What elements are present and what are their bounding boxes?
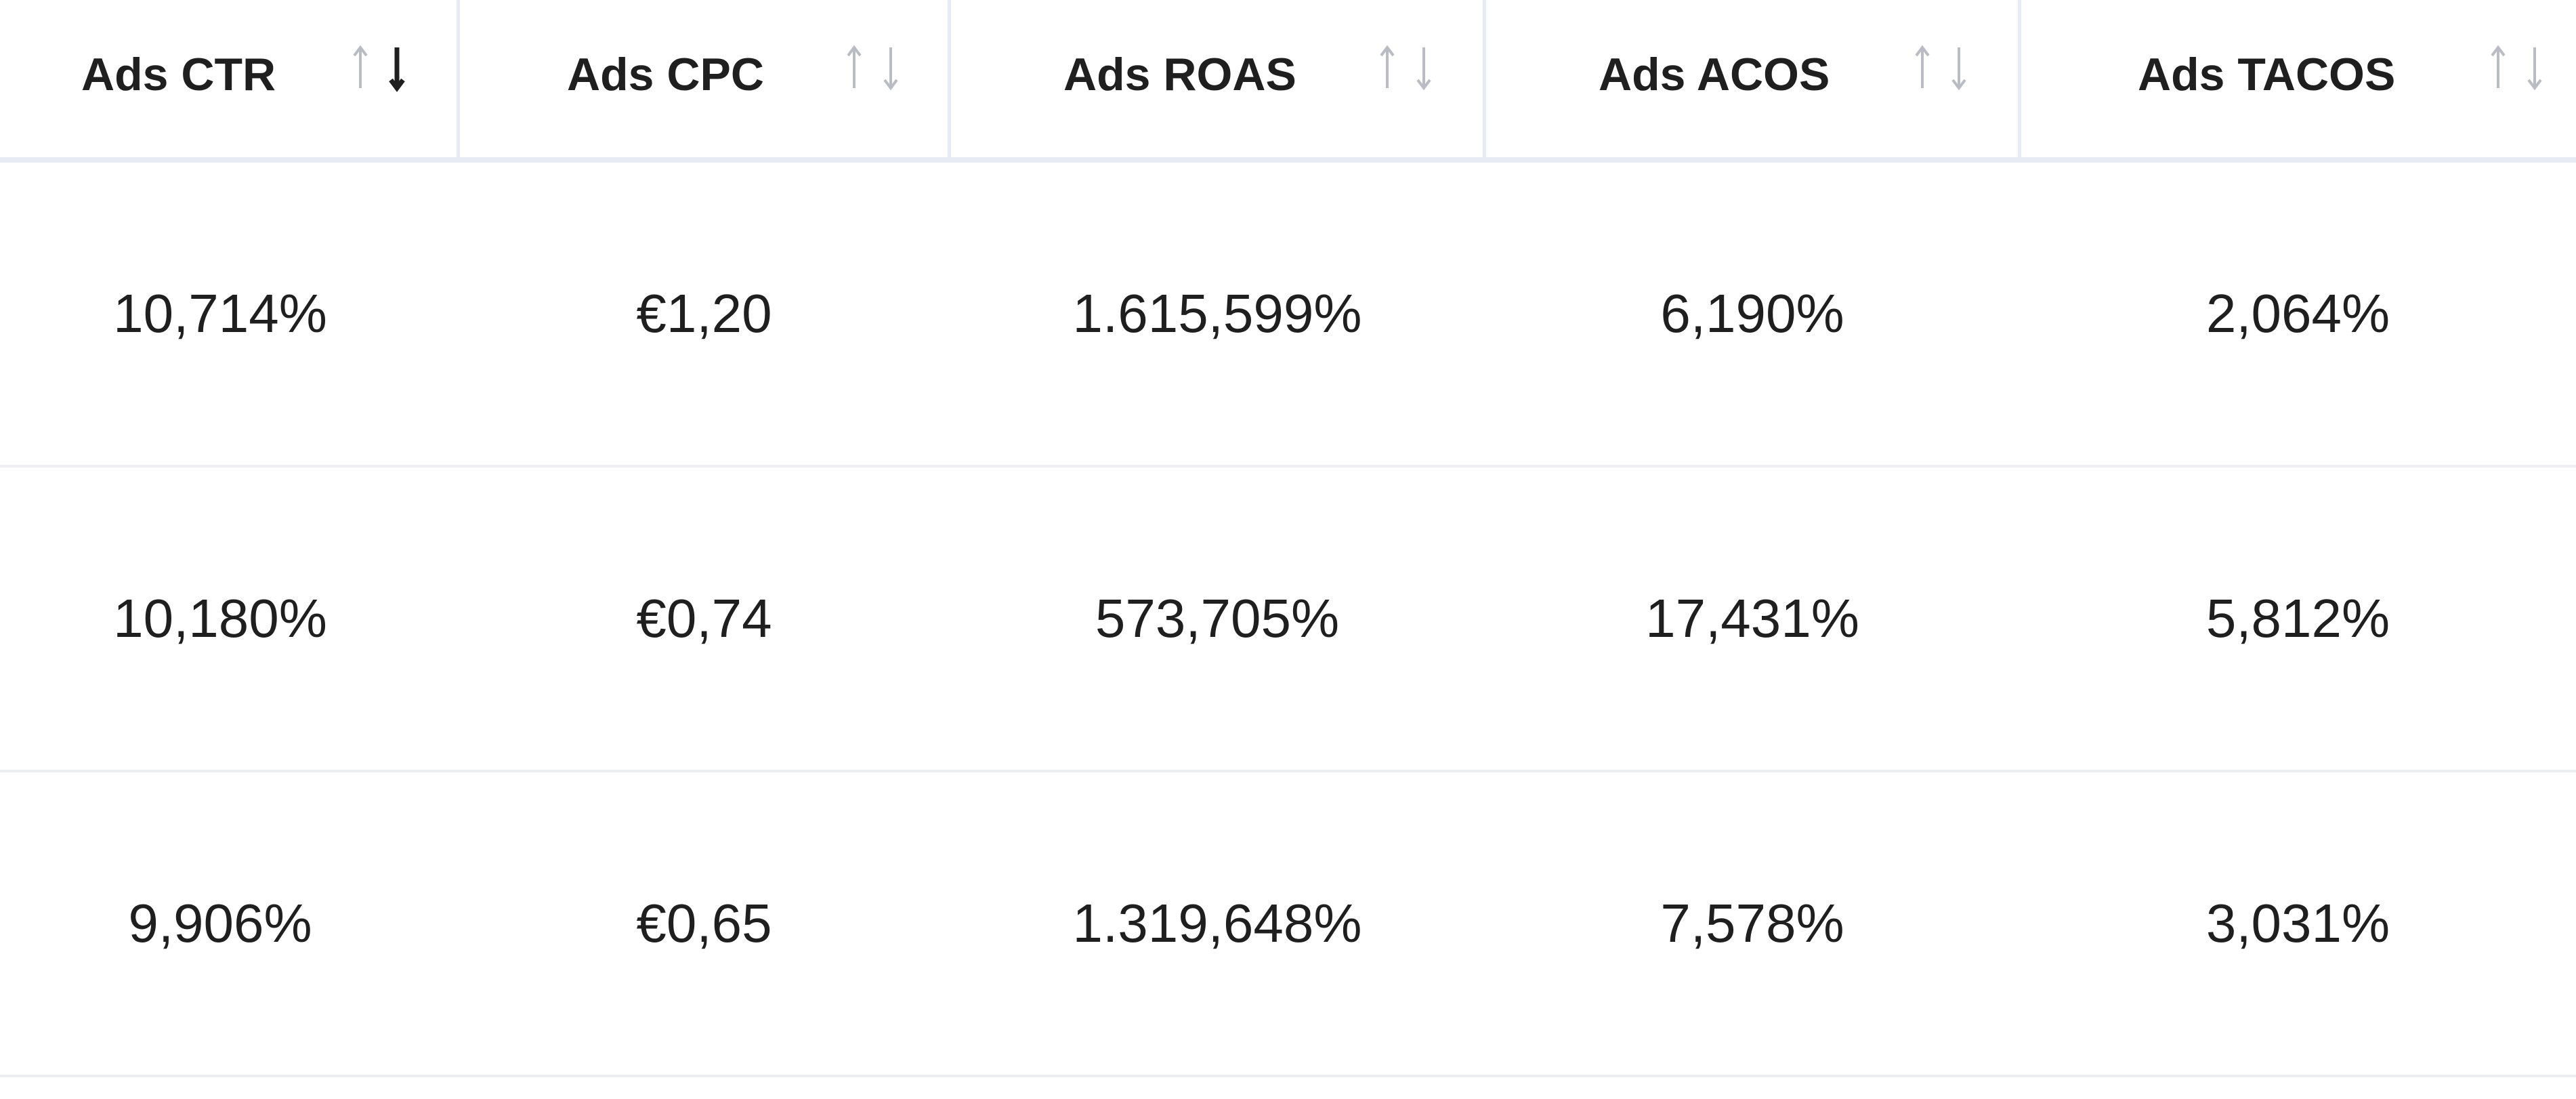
table-row: 9,906% €0,65 1.319,648% 7,578% 3,031%	[0, 772, 2576, 1077]
column-header-ads-acos[interactable]: Ads ACOS	[1483, 0, 2020, 157]
cell-ads-tacos: 2,064%	[2205, 283, 2390, 344]
table-row: 10,714% €1,20 1.615,599% 6,190% 2,064%	[0, 163, 2576, 468]
sort-controls	[1379, 41, 1432, 95]
cell-ads-ctr: 9,906%	[128, 893, 312, 953]
column-header-label: Ads ACOS	[1599, 49, 1830, 100]
cell-ads-ctr: 10,714%	[113, 283, 327, 344]
sort-descending-icon[interactable]	[883, 43, 899, 92]
column-header-ads-tacos[interactable]: Ads TACOS	[2018, 0, 2576, 157]
sort-descending-icon[interactable]	[1951, 43, 1967, 92]
column-header-ads-cpc[interactable]: Ads CPC	[457, 0, 950, 157]
column-header-ads-roas[interactable]: Ads ROAS	[948, 0, 1485, 157]
sort-controls	[2490, 41, 2543, 95]
cell-ads-cpc: €1,20	[636, 283, 772, 344]
sort-descending-icon[interactable]	[389, 43, 405, 92]
cell-ads-acos: 17,431%	[1645, 588, 1859, 648]
sort-ascending-icon[interactable]	[1914, 43, 1930, 92]
sort-controls	[352, 41, 405, 95]
sort-controls	[846, 41, 899, 95]
column-header-label: Ads CTR	[81, 49, 276, 100]
column-header-label: Ads CPC	[567, 49, 764, 100]
cell-ads-roas: 573,705%	[1095, 588, 1340, 648]
column-header-label: Ads ROAS	[1063, 49, 1296, 100]
cell-ads-tacos: 3,031%	[2205, 893, 2390, 953]
sort-ascending-icon[interactable]	[2490, 43, 2506, 92]
cell-ads-roas: 1.319,648%	[1072, 893, 1362, 953]
sort-controls	[1914, 41, 1967, 95]
cell-ads-cpc: €0,65	[636, 893, 772, 953]
cell-ads-tacos: 5,812%	[2205, 588, 2390, 648]
column-header-label: Ads TACOS	[2138, 49, 2396, 100]
cell-ads-cpc: €0,74	[636, 588, 772, 648]
sort-ascending-icon[interactable]	[846, 43, 862, 92]
cell-ads-ctr: 10,180%	[113, 588, 327, 648]
cell-ads-acos: 7,578%	[1660, 893, 1844, 953]
cell-ads-roas: 1.615,599%	[1072, 283, 1362, 344]
sort-descending-icon[interactable]	[1416, 43, 1432, 92]
column-header-ads-ctr[interactable]: Ads CTR	[0, 0, 459, 157]
table-header: Ads CTR Ads CPC	[0, 0, 2576, 163]
sort-ascending-icon[interactable]	[352, 43, 368, 92]
sort-descending-icon[interactable]	[2527, 43, 2543, 92]
table-row: 10,180% €0,74 573,705% 17,431% 5,812%	[0, 468, 2576, 772]
cell-ads-acos: 6,190%	[1660, 283, 1844, 344]
sort-ascending-icon[interactable]	[1379, 43, 1395, 92]
